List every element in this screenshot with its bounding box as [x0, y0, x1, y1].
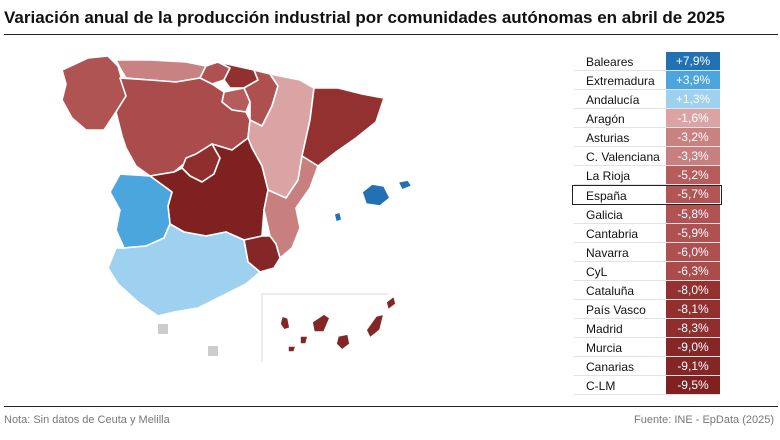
title-rule — [4, 34, 778, 35]
region-galicia[interactable] — [61, 55, 127, 131]
region-canarias-la-palma[interactable] — [279, 315, 291, 331]
chart-title: Variación anual de la producción industr… — [4, 8, 725, 27]
table-region-name: Baleares — [586, 55, 634, 69]
table-row: Cataluña -8,0% — [574, 281, 720, 300]
table-region-name: Madrid — [586, 322, 623, 336]
region-canarias-lanzarote[interactable] — [385, 295, 397, 311]
table-row: País Vasco -8,1% — [574, 300, 720, 319]
table-value-cell: +3,9% — [666, 71, 720, 89]
table-region-name: La Rioja — [586, 169, 631, 183]
region-baleares-ibiza[interactable] — [333, 211, 343, 223]
table-row: C-LM -9,5% — [574, 376, 720, 395]
region-canarias-gran-canaria[interactable] — [335, 333, 351, 351]
table-row: CyL -6,3% — [574, 262, 720, 281]
table-value-cell: -9,5% — [666, 376, 720, 394]
table-region-name: Extremadura — [586, 74, 655, 88]
table-row: Andalucía +1,3% — [574, 90, 720, 109]
table-value-cell: -3,3% — [666, 147, 720, 165]
table-region-name: Cantabria — [586, 227, 639, 241]
table-value-cell: -9,0% — [666, 338, 720, 356]
region-canarias-la-gomera[interactable] — [299, 335, 309, 345]
table-region-name: Andalucía — [586, 93, 640, 107]
table-row: Aragón -1,6% — [574, 109, 720, 128]
spain-map — [61, 55, 413, 362]
table-row: Navarra -6,0% — [574, 243, 720, 262]
table-value-cell: -6,0% — [666, 243, 720, 261]
table-value-cell: -8,1% — [666, 300, 720, 318]
region-cataluna[interactable] — [301, 87, 385, 167]
table-value-cell: -5,7% — [666, 186, 720, 203]
table-value-cell: -9,1% — [666, 357, 720, 375]
table-region-name: C. Valenciana — [586, 150, 660, 164]
region-andalucia[interactable] — [107, 223, 261, 317]
table-value-cell: -8,0% — [666, 281, 720, 299]
region-baleares-mallorca[interactable] — [361, 183, 391, 207]
table-region-name: C-LM — [586, 379, 616, 393]
table-value-cell: +1,3% — [666, 90, 720, 108]
table-row: Baleares +7,9% — [574, 52, 720, 71]
region-comunidad-valenciana[interactable] — [263, 155, 319, 259]
table-region-name: Aragón — [586, 112, 625, 126]
table-region-name: Asturias — [586, 131, 630, 145]
table-region-name: Cataluña — [586, 284, 635, 298]
table-row: C. Valenciana -3,3% — [574, 147, 720, 166]
table-row: Cantabria -5,9% — [574, 224, 720, 243]
table-value-cell: +7,9% — [666, 52, 720, 70]
ranking-table: Baleares +7,9% Extremadura +3,9% Andaluc… — [572, 52, 722, 395]
footer-source: Fuente: INE - EpData (2025) — [633, 414, 774, 426]
region-canarias-fuerteventura[interactable] — [365, 313, 385, 339]
table-row: La Rioja -5,2% — [574, 166, 720, 185]
region-melilla — [208, 346, 218, 356]
table-row: Asturias -3,2% — [574, 128, 720, 147]
region-extremadura[interactable] — [109, 173, 173, 249]
table-region-name: España — [586, 189, 627, 203]
table-row: Madrid -8,3% — [574, 319, 720, 338]
table-value-cell: -5,2% — [666, 166, 720, 184]
table-region-name: CyL — [586, 265, 608, 279]
table-value-cell: -1,6% — [666, 109, 720, 127]
table-region-name: Murcia — [586, 341, 623, 355]
table-row: Galicia -5,8% — [574, 205, 720, 224]
table-region-name: Navarra — [586, 246, 629, 260]
table-value-cell: -5,8% — [666, 205, 720, 223]
table-row: Extremadura +3,9% — [574, 71, 720, 90]
region-canarias-tenerife[interactable] — [311, 313, 331, 333]
table-value-cell: -6,3% — [666, 262, 720, 280]
region-canarias-el-hierro[interactable] — [287, 345, 297, 353]
table-region-name: País Vasco — [586, 303, 646, 317]
table-value-cell: -3,2% — [666, 128, 720, 146]
footer-rule — [4, 406, 778, 407]
table-value-cell: -5,9% — [666, 224, 720, 242]
canarias-inset-frame — [261, 293, 388, 362]
table-region-name: Canarias — [586, 360, 635, 374]
table-row-spain-highlight: España -5,7% — [572, 185, 722, 205]
table-region-name: Galicia — [586, 208, 623, 222]
table-value-cell: -8,3% — [666, 319, 720, 337]
region-baleares-menorca[interactable] — [397, 179, 413, 191]
footer-note: Nota: Sin datos de Ceuta y Melilla — [4, 414, 170, 426]
table-row: Murcia -9,0% — [574, 338, 720, 357]
region-ceuta — [158, 324, 168, 334]
table-row: Canarias -9,1% — [574, 357, 720, 376]
